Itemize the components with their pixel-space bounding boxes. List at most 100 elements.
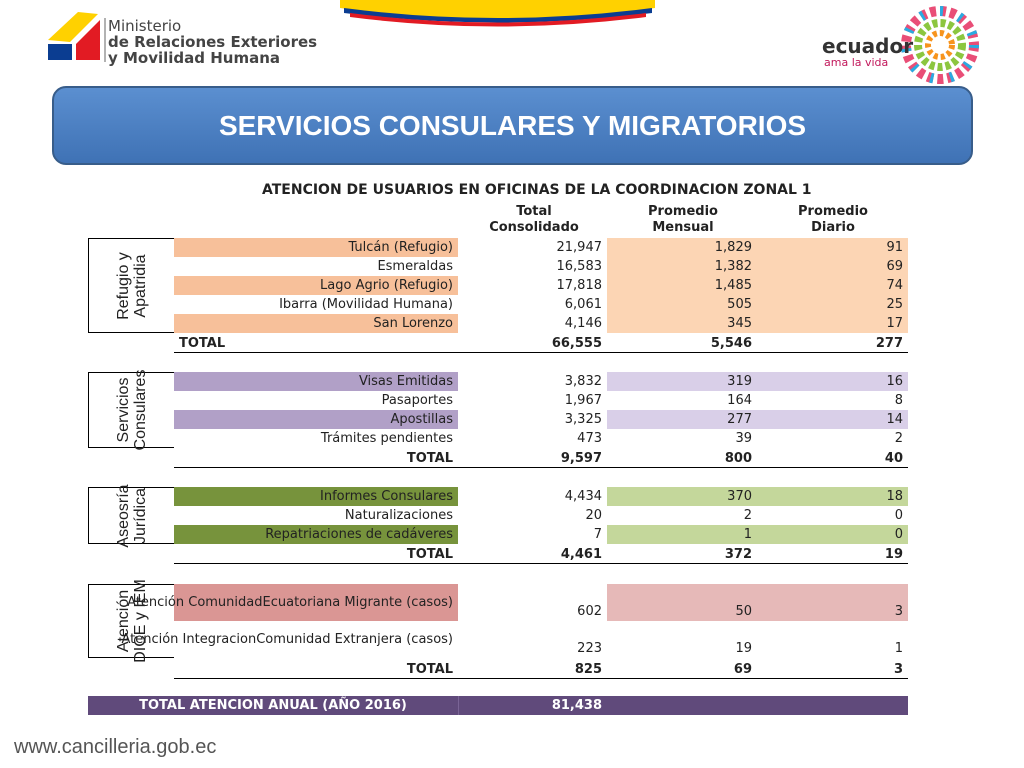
cell: 602 bbox=[458, 584, 607, 621]
total-label: TOTAL bbox=[406, 661, 453, 677]
line: Mensual bbox=[652, 220, 714, 235]
total-cell: 4,461 bbox=[560, 546, 602, 562]
cell: 2 bbox=[757, 429, 908, 448]
brand: ecuador bbox=[822, 34, 914, 58]
title-banner: SERVICIOS CONSULARES Y MIGRATORIOS bbox=[52, 86, 973, 165]
group-label-text: Refugio y Apatridia bbox=[115, 252, 149, 320]
total-cell: 277 bbox=[875, 335, 903, 351]
line: Consolidado bbox=[489, 220, 579, 235]
row-name: Visas Emitidas bbox=[174, 372, 458, 391]
row-name: Atención Integracion Comunidad Extranjera… bbox=[121, 621, 458, 658]
grand-total-bar bbox=[88, 696, 908, 715]
total-label: TOTAL bbox=[406, 546, 453, 562]
line: DICE y IEM bbox=[131, 579, 149, 663]
group-label-text: Atención DICE y IEM bbox=[115, 579, 149, 663]
cell: 2 bbox=[607, 506, 757, 525]
total-cell: 66,555 bbox=[551, 335, 602, 351]
cell: 6,061 bbox=[458, 295, 607, 314]
cell: 50 bbox=[607, 584, 757, 621]
column-header: Promedio Diario bbox=[763, 204, 903, 236]
cell: 3,325 bbox=[458, 410, 607, 429]
line: Comunidad Extranjera (casos) bbox=[256, 631, 453, 647]
total-cell: 69 bbox=[733, 661, 752, 677]
line: Ecuatoriana Migrante (casos) bbox=[262, 594, 454, 610]
total-cell: 19 bbox=[884, 546, 903, 562]
line: Promedio bbox=[798, 204, 868, 219]
cell: 74 bbox=[757, 276, 908, 295]
total-cell: 800 bbox=[724, 450, 752, 466]
cell: 14 bbox=[757, 410, 908, 429]
cell: 16,583 bbox=[458, 257, 607, 276]
total-row-line bbox=[174, 563, 908, 564]
line: Atención bbox=[114, 589, 132, 653]
cell: 69 bbox=[757, 257, 908, 276]
cell: 1 bbox=[757, 621, 908, 658]
group-label: Servicios Consulares bbox=[88, 370, 174, 451]
line: Refugio y bbox=[114, 251, 132, 320]
grand-total-value: 81,438 bbox=[458, 696, 607, 715]
cell: 164 bbox=[607, 391, 757, 410]
ministry-line: y Movilidad Humana bbox=[108, 49, 281, 67]
line: Total bbox=[516, 204, 552, 219]
cell: 18 bbox=[757, 487, 908, 506]
cell: 370 bbox=[607, 487, 757, 506]
table-caption: ATENCION DE USUARIOS EN OFICINAS DE LA C… bbox=[262, 182, 812, 198]
column-header: Total Consolidado bbox=[464, 204, 604, 236]
cell: 1,382 bbox=[607, 257, 757, 276]
row-name: Atención Comunidad Ecuatoriana Migrante (… bbox=[127, 584, 458, 621]
group-label: Aseosría Jurídica bbox=[88, 484, 174, 547]
cell: 17,818 bbox=[458, 276, 607, 295]
total-cell: 9,597 bbox=[560, 450, 602, 466]
line: Atención Comunidad bbox=[127, 594, 263, 610]
cell: 7 bbox=[458, 525, 607, 544]
row-name: Naturalizaciones bbox=[174, 506, 458, 525]
cell: 91 bbox=[757, 238, 908, 257]
header-art bbox=[48, 0, 979, 84]
cell: 505 bbox=[607, 295, 757, 314]
cell: 473 bbox=[458, 429, 607, 448]
cell: 345 bbox=[607, 314, 757, 333]
cell: 20 bbox=[458, 506, 607, 525]
group-label-text: Aseosría Jurídica bbox=[115, 484, 149, 547]
row-name: Pasaportes bbox=[174, 391, 458, 410]
cell: 17 bbox=[757, 314, 908, 333]
cell: 3 bbox=[757, 584, 908, 621]
row-name: Ibarra (Movilidad Humana) bbox=[174, 295, 458, 314]
cell: 1,967 bbox=[458, 391, 607, 410]
cell: 0 bbox=[757, 525, 908, 544]
cell: 277 bbox=[607, 410, 757, 429]
cell: 8 bbox=[757, 391, 908, 410]
line: Jurídica bbox=[131, 487, 149, 544]
cell: 1,829 bbox=[607, 238, 757, 257]
cell: 1 bbox=[607, 525, 757, 544]
line: Consulares bbox=[131, 369, 149, 451]
cell: 1,485 bbox=[607, 276, 757, 295]
total-cell: 5,546 bbox=[710, 335, 752, 351]
row-name: Esmeraldas bbox=[174, 257, 458, 276]
grand-total-label: TOTAL ATENCION ANUAL (AÑO 2016) bbox=[139, 698, 407, 713]
line: Promedio bbox=[648, 204, 718, 219]
row-name: Repatriaciones de cadáveres bbox=[174, 525, 458, 544]
row-name: Tulcán (Refugio) bbox=[174, 238, 458, 257]
cell: 21,947 bbox=[458, 238, 607, 257]
total-row-line bbox=[174, 352, 908, 353]
line: Atención Integracion bbox=[121, 631, 257, 647]
column-header: Promedio Mensual bbox=[613, 204, 753, 236]
total-row-line bbox=[174, 678, 908, 679]
line: Diario bbox=[811, 220, 855, 235]
group-label: Atención DICE y IEM bbox=[88, 579, 174, 663]
cell: 16 bbox=[757, 372, 908, 391]
row-name: San Lorenzo bbox=[174, 314, 458, 333]
ministry-line: Ministerio bbox=[108, 17, 182, 35]
total-label: TOTAL bbox=[179, 335, 226, 351]
cell: 39 bbox=[607, 429, 757, 448]
row-name: Informes Consulares bbox=[174, 487, 458, 506]
row-name: Trámites pendientes bbox=[174, 429, 458, 448]
group-label-text: Servicios Consulares bbox=[115, 370, 149, 451]
line: Servicios bbox=[114, 377, 132, 443]
row-name: Lago Agrio (Refugio) bbox=[174, 276, 458, 295]
total-cell: 40 bbox=[884, 450, 903, 466]
cell: 19 bbox=[607, 621, 757, 658]
line: Apatridia bbox=[131, 253, 149, 318]
